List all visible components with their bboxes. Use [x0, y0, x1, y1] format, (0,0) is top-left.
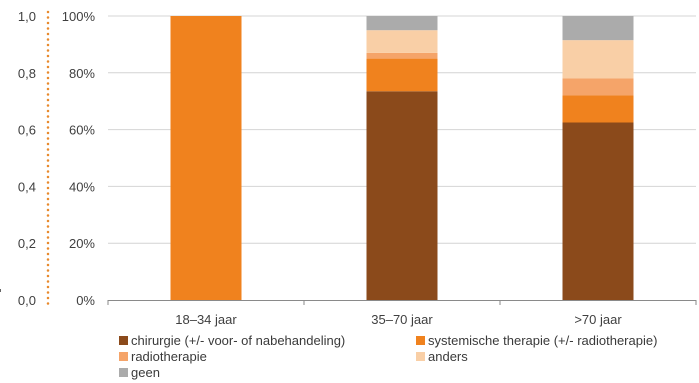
y-axis-tick-labels: 0% 20% 40% 60% 80% 100% — [62, 9, 96, 308]
legend-label: chirurgie (+/- voor- of nabehandeling) — [131, 333, 346, 348]
legend-item: systemische therapie (+/- radiotherapie) — [416, 333, 694, 348]
legend-label: systemische therapie (+/- radiotherapie) — [428, 333, 658, 348]
bar-segment — [562, 78, 634, 96]
legend: chirurgie (+/- voor- of nabehandeling) sy… — [119, 333, 694, 380]
bar-segment — [562, 16, 634, 41]
y-axis-tick-label: 20% — [69, 236, 95, 251]
legend-swatch — [416, 352, 425, 361]
left-axis-tick-label: 1,0 — [18, 9, 36, 24]
legend-item: geen — [119, 365, 416, 380]
bar-stacks — [170, 16, 634, 300]
legend-swatch — [416, 336, 425, 345]
bar-segment — [366, 52, 438, 59]
legend-swatch — [119, 368, 128, 377]
y-axis-tick-label: 0% — [76, 293, 95, 308]
legend-label: radiotherapie — [131, 349, 207, 364]
legend-item: chirurgie (+/- voor- of nabehandeling) — [119, 333, 416, 348]
bar-segment — [562, 122, 634, 300]
legend-item: anders — [416, 349, 694, 364]
left-axis-tick-label: 0,8 — [18, 66, 36, 81]
legend-swatch — [119, 336, 128, 345]
bar-segment — [366, 91, 438, 300]
left-secondary-axis: 0,0 0,2 0,4 0,6 0,8 1,0 — [0, 9, 50, 308]
bar-segment — [562, 95, 634, 123]
legend-item: radiotherapie — [119, 349, 416, 364]
left-axis-tick-label: 0,4 — [18, 179, 36, 194]
bar-segment — [170, 16, 242, 300]
y-axis-tick-label: 40% — [69, 179, 95, 194]
x-axis: 18–34 jaar 35–70 jaar >70 jaar — [107, 300, 697, 327]
y-axis-tick-label: 100% — [62, 9, 96, 24]
y-axis-tick-label: 60% — [69, 123, 95, 138]
x-axis-tick-label: >70 jaar — [574, 312, 622, 327]
y-axis-tick-label: 80% — [69, 66, 95, 81]
left-axis-tick-label: 0,0 — [18, 293, 36, 308]
left-axis-tick-label: 0,2 — [18, 236, 36, 251]
x-axis-tick-label: 35–70 jaar — [371, 312, 433, 327]
left-axis-tick-label: 0,6 — [18, 123, 36, 138]
bar-segment — [366, 16, 438, 31]
x-axis-tick-label: 18–34 jaar — [175, 312, 237, 327]
legend-label: anders — [428, 349, 468, 364]
legend-swatch — [119, 352, 128, 361]
legend-label: geen — [131, 365, 160, 380]
bar-segment — [562, 40, 634, 79]
bar-segment — [366, 58, 438, 92]
bar-segment — [366, 30, 438, 53]
